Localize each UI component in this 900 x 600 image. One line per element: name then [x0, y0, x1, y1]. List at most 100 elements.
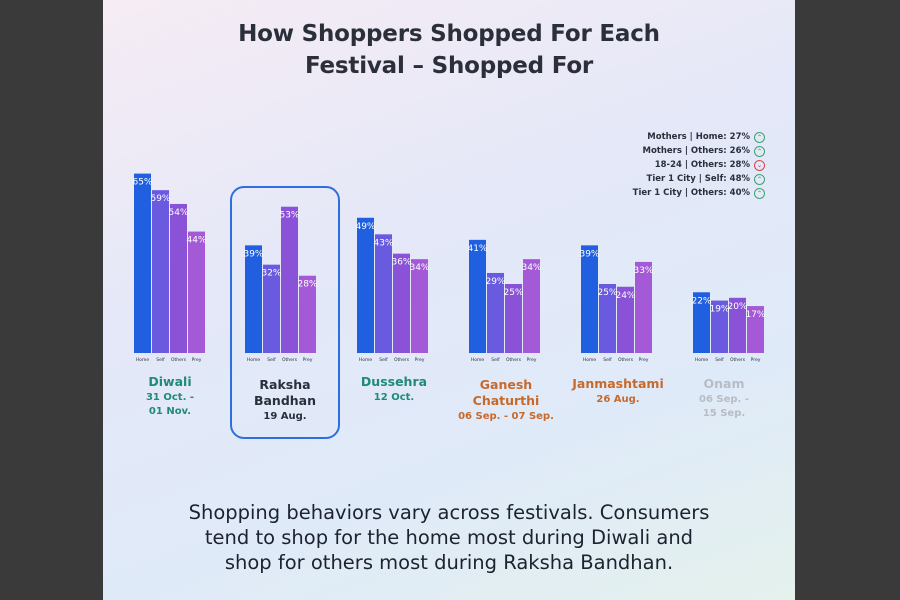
- bar-value-label: 17%: [745, 310, 765, 320]
- category-tick-label: Home: [471, 357, 485, 363]
- bar-group: 22% Home 19% Self 20% Others 17% Prey: [691, 292, 766, 363]
- bar-value-label: 34%: [409, 263, 429, 273]
- category-tick-label: Home: [247, 357, 261, 363]
- bar-value-label: 65%: [132, 178, 152, 188]
- category-tick-label: Self: [715, 357, 724, 363]
- bar-value-label: 54%: [168, 208, 188, 218]
- festival-name: Chaturthi: [472, 393, 540, 408]
- category-tick-label: Others: [730, 357, 746, 363]
- chart-title: How Shoppers Shopped For Each Festival –…: [103, 18, 795, 82]
- category-tick-label: Prey: [192, 357, 202, 363]
- bar: [263, 264, 280, 353]
- festival-label-ganesh-chaturthi: Ganesh Chaturthi 06 Sep. - 07 Sep.: [441, 377, 571, 423]
- festival-date: 01 Nov.: [148, 406, 192, 417]
- category-tick-label: Home: [359, 357, 373, 363]
- category-tick-label: Self: [379, 357, 388, 363]
- bar-value-label: 25%: [503, 288, 523, 298]
- category-tick-label: Others: [506, 357, 522, 363]
- category-tick-label: Others: [394, 357, 410, 363]
- bar-group: 49% Home 43% Self 36% Others 34% Prey: [355, 217, 430, 363]
- bar-value-label: 49%: [355, 222, 375, 232]
- bar: [469, 239, 486, 353]
- festival-name: Bandhan: [253, 393, 317, 408]
- title-line-1: How Shoppers Shopped For Each: [238, 21, 660, 47]
- trend-up-icon: ⌃: [754, 173, 765, 185]
- festival-date: 06 Sep. - 07 Sep.: [458, 411, 554, 422]
- legend-text: Mothers | Others: 26%: [642, 146, 750, 156]
- legend-text: 18-24 | Others: 28%: [654, 160, 750, 170]
- bar: [487, 272, 504, 353]
- bar-value-label: 24%: [615, 291, 635, 301]
- bar-value-label: 19%: [709, 305, 729, 315]
- bar: [170, 203, 187, 353]
- bar: [134, 173, 151, 353]
- bar-value-label: 39%: [243, 249, 263, 259]
- bar: [747, 306, 764, 353]
- trend-down-icon: ⌄: [754, 159, 765, 171]
- category-tick-label: Self: [267, 357, 276, 363]
- bar-value-label: 34%: [521, 263, 541, 273]
- caption-line-1: Shopping behaviors vary across festivals…: [188, 501, 710, 524]
- legend-row: 18-24 | Others: 28% ⌄: [633, 158, 765, 172]
- bar-value-label: 29%: [485, 277, 505, 287]
- legend-row: Mothers | Home: 27% ⌃: [633, 130, 765, 144]
- category-tick-label: Prey: [527, 357, 537, 363]
- festival-date: 12 Oct.: [373, 392, 415, 403]
- festival-date: 31 Oct. -: [145, 392, 195, 403]
- festival-label-janmashtami: Janmashtami 26 Aug.: [553, 376, 683, 406]
- category-tick-label: Prey: [751, 357, 761, 363]
- bar: [693, 292, 710, 353]
- category-tick-label: Prey: [639, 357, 649, 363]
- caption: Shopping behaviors vary across festivals…: [103, 500, 795, 575]
- bar-value-label: 32%: [261, 269, 281, 279]
- category-tick-label: Prey: [303, 357, 313, 363]
- category-tick-label: Home: [583, 357, 597, 363]
- bar: [393, 253, 410, 353]
- legend-row: Tier 1 City | Self: 48% ⌃: [633, 172, 765, 186]
- raksha-bandhan-highlight: [230, 186, 340, 439]
- legend-row: Tier 1 City | Others: 40% ⌃: [633, 186, 765, 200]
- category-tick-label: Home: [136, 357, 150, 363]
- category-tick-label: Self: [156, 357, 165, 363]
- bar: [523, 259, 540, 353]
- category-tick-label: Others: [618, 357, 634, 363]
- bar: [505, 284, 522, 353]
- bar-value-label: 33%: [633, 266, 653, 276]
- bar: [729, 297, 746, 353]
- bar-value-label: 41%: [467, 244, 487, 254]
- festival-name: Diwali: [148, 374, 192, 389]
- bar-value-label: 59%: [150, 194, 170, 204]
- category-tick-label: Prey: [415, 357, 425, 363]
- bar: [411, 259, 428, 353]
- category-tick-label: Self: [603, 357, 612, 363]
- bar-group: 65% Home 59% Self 54% Others 44% Prey: [132, 173, 207, 363]
- bar: [635, 261, 652, 353]
- bar: [152, 190, 169, 353]
- bar: [617, 286, 634, 353]
- category-tick-label: Others: [171, 357, 187, 363]
- bar-value-label: 28%: [297, 280, 317, 290]
- bar-value-label: 22%: [691, 296, 711, 306]
- category-tick-label: Self: [491, 357, 500, 363]
- bar: [375, 234, 392, 353]
- bar: [299, 275, 316, 353]
- bar: [357, 217, 374, 353]
- infographic-panel: How Shoppers Shopped For Each Festival –…: [103, 0, 795, 600]
- trend-up-icon: ⌃: [754, 187, 765, 199]
- festival-label-diwali: Diwali 31 Oct. - 01 Nov.: [105, 374, 235, 418]
- festival-date: 15 Sep.: [702, 408, 746, 419]
- caption-line-2: tend to shop for the home most during Di…: [204, 526, 694, 549]
- festival-date: 06 Sep. -: [699, 394, 749, 405]
- bar-value-label: 53%: [279, 211, 299, 221]
- bar-value-label: 44%: [186, 236, 206, 246]
- category-tick-label: Others: [282, 357, 298, 363]
- bar: [599, 284, 616, 353]
- bar-group: 41% Home 29% Self 25% Others 34% Prey: [467, 239, 542, 363]
- legend-text: Tier 1 City | Others: 40%: [632, 188, 750, 198]
- bar: [581, 245, 598, 353]
- festival-date: 26 Aug.: [596, 394, 640, 405]
- legend-text: Tier 1 City | Self: 48%: [646, 174, 750, 184]
- trend-up-icon: ⌃: [754, 145, 765, 157]
- festival-name: Ganesh: [479, 377, 533, 392]
- legend-text: Mothers | Home: 27%: [647, 132, 750, 142]
